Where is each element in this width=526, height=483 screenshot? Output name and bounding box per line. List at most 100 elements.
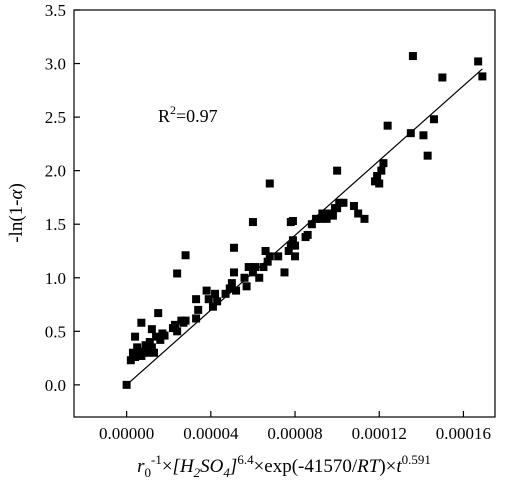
data-point [128, 348, 137, 357]
data-point [181, 251, 190, 260]
data-point [318, 209, 327, 218]
data-point [227, 279, 236, 288]
data-point [204, 295, 213, 304]
data-point [143, 348, 152, 357]
data-point [229, 268, 238, 277]
data-point [322, 214, 331, 223]
y-tick-label: 2.0 [45, 162, 66, 181]
y-axis-ticks: 0.0 0.5 1.0 1.5 2.0 2.5 3.0 3.5 [45, 1, 80, 395]
data-point [141, 341, 150, 350]
data-point [152, 332, 161, 341]
y-axis-label: -ln(1-α) [6, 183, 27, 243]
data-point [335, 198, 344, 207]
data-point [408, 52, 417, 61]
data-point [192, 295, 201, 304]
data-point [333, 166, 342, 175]
y-tick-label: 0.5 [45, 322, 66, 341]
data-point [147, 325, 156, 334]
data-point [328, 211, 337, 220]
data-point [291, 252, 300, 261]
data-point [181, 316, 190, 325]
data-point [377, 166, 386, 175]
data-point [324, 209, 333, 218]
data-point [423, 151, 432, 160]
y-tick-label: 1.5 [45, 215, 66, 234]
x-axis-label: r0-1×[H2SO4]6.4×exp(-41570/RT)×t0.591 [137, 452, 431, 480]
x-tick-label: 0.00004 [183, 424, 239, 443]
data-point [354, 209, 363, 218]
data-point [312, 214, 321, 223]
data-point [240, 273, 249, 282]
data-point [131, 353, 140, 362]
data-point [145, 338, 154, 347]
data-point [147, 343, 156, 352]
data-point [429, 115, 438, 124]
data-point [438, 73, 447, 82]
data-point [288, 216, 297, 225]
data-point [307, 220, 316, 229]
data-point [242, 282, 251, 291]
y-tick-label: 0.0 [45, 376, 66, 395]
data-point [349, 202, 358, 211]
data-point [291, 241, 300, 250]
data-point [126, 356, 135, 365]
x-axis-ticks: 0.00000 0.00004 0.00008 0.00012 0.00016 [99, 411, 491, 443]
data-point [379, 159, 388, 168]
x-tick-label: 0.00008 [267, 424, 322, 443]
data-point [154, 309, 163, 318]
data-point [263, 257, 272, 266]
data-point [280, 268, 289, 277]
data-point [137, 318, 146, 327]
data-point [192, 314, 201, 323]
data-point [211, 289, 220, 298]
data-point [316, 214, 325, 223]
data-point [284, 246, 293, 255]
data-point [208, 302, 217, 311]
data-points [122, 52, 487, 389]
x-tick-label: 0.00000 [99, 424, 154, 443]
data-point [229, 243, 238, 252]
data-point [221, 289, 230, 298]
data-point [419, 131, 428, 140]
data-point [156, 335, 165, 344]
y-tick-label: 3.0 [45, 55, 66, 74]
data-point [255, 273, 264, 282]
data-point [371, 177, 380, 186]
data-point [244, 263, 253, 272]
data-point [248, 268, 257, 277]
data-point [173, 269, 182, 278]
data-point [248, 218, 257, 227]
data-point [160, 331, 169, 340]
data-point [288, 236, 297, 245]
data-point [383, 121, 392, 130]
data-point [202, 286, 211, 295]
data-point [261, 246, 270, 255]
data-point [139, 348, 148, 357]
data-point [122, 380, 131, 389]
y-tick-label: 1.0 [45, 269, 66, 288]
data-point [478, 72, 487, 81]
r-squared-annotation: R2=0.97 [158, 103, 218, 126]
data-point [360, 214, 369, 223]
data-point [225, 284, 234, 293]
data-point [373, 172, 382, 181]
data-point [194, 305, 203, 314]
data-point [131, 332, 140, 341]
data-point [259, 263, 268, 272]
plot-frame [73, 9, 496, 418]
data-point [232, 286, 241, 295]
data-point [474, 57, 483, 66]
data-point [213, 297, 222, 306]
x-tick-label: 0.00016 [436, 424, 491, 443]
y-tick-label: 3.5 [45, 1, 66, 20]
fit-line [126, 68, 483, 386]
data-point [171, 321, 180, 330]
data-point [286, 241, 295, 250]
data-point [251, 263, 260, 272]
data-point [173, 327, 182, 336]
data-point [406, 129, 415, 138]
y-tick-label: 2.5 [45, 108, 66, 127]
data-point [303, 230, 312, 239]
data-point [274, 252, 283, 261]
